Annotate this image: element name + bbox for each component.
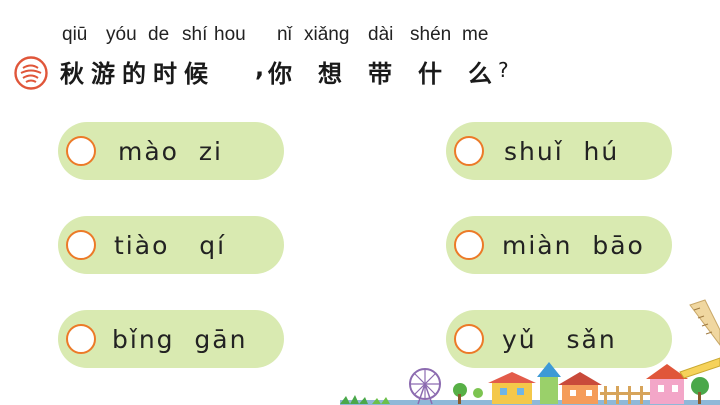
title-char: 你 (268, 60, 292, 88)
option-maozi[interactable]: mào zi (58, 122, 284, 180)
option-radio[interactable] (66, 230, 96, 260)
pinyin-syllable: shén (410, 24, 452, 45)
title-char: 带 (368, 60, 392, 88)
option-shuihu[interactable]: shuǐ hú (446, 122, 672, 180)
title-char: 什 (418, 60, 442, 88)
title-char: 时 (153, 60, 177, 88)
option-label: tiào qí (114, 231, 227, 260)
option-radio[interactable] (66, 324, 96, 354)
title-char: 秋 (60, 60, 84, 88)
option-label: yǔ sǎn (502, 325, 617, 354)
title-char: ? (498, 58, 509, 82)
pinyin-syllable: xiǎng (304, 24, 350, 45)
title-char: , (255, 54, 265, 82)
pinyin-syllable: yóu (106, 24, 137, 45)
option-binggan[interactable]: bǐng gān (58, 310, 284, 368)
pinyin-syllable: dài (368, 24, 394, 45)
pinyin-syllable: qiū (62, 24, 88, 45)
option-mianbao[interactable]: miàn bāo (446, 216, 672, 274)
option-label: miàn bāo (502, 231, 645, 260)
option-label: shuǐ hú (504, 137, 620, 166)
pinyin-syllable: hou (214, 24, 246, 45)
option-tiaoqi[interactable]: tiào qí (58, 216, 284, 274)
title-char: 候 (184, 60, 208, 88)
pinyin-syllable: de (148, 24, 170, 45)
title-char: 的 (122, 60, 146, 88)
swirl-icon (14, 56, 48, 90)
option-label: bǐng gān (112, 325, 248, 354)
option-radio[interactable] (66, 136, 96, 166)
pinyin-syllable: me (462, 24, 489, 45)
title-char: 想 (318, 60, 342, 88)
option-radio[interactable] (454, 324, 484, 354)
option-radio[interactable] (454, 230, 484, 260)
pinyin-syllable: shí (182, 24, 208, 45)
option-yusan[interactable]: yǔ sǎn (446, 310, 672, 368)
title-char: 游 (91, 60, 115, 88)
pinyin-syllable: nǐ (277, 24, 292, 45)
option-radio[interactable] (454, 136, 484, 166)
option-label: mào zi (118, 137, 223, 166)
title-char: 么 (468, 60, 492, 88)
